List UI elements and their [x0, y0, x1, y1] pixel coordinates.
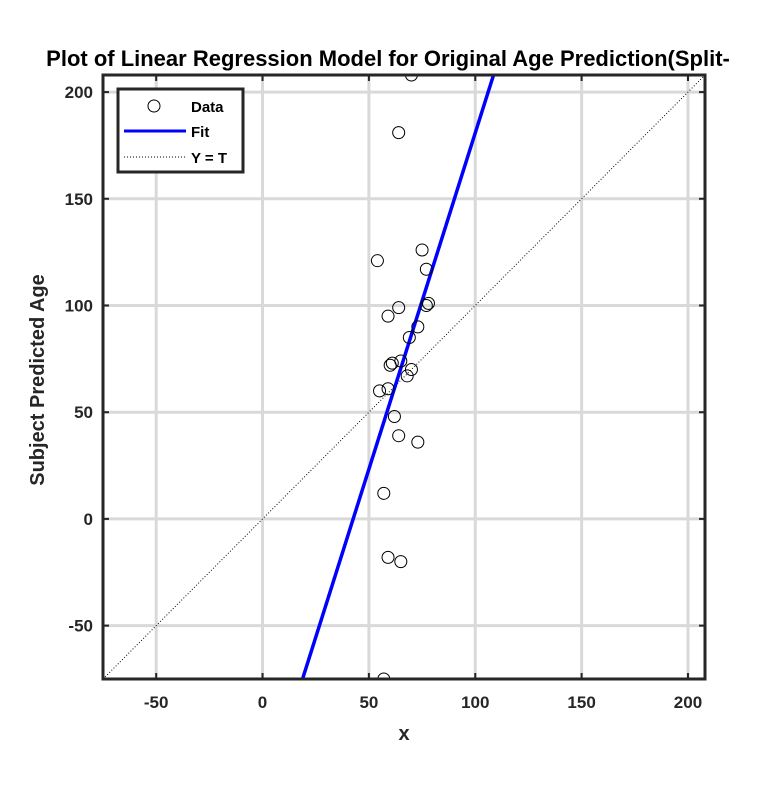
y-tick-label: 100 — [65, 297, 93, 316]
y-tick-label: 200 — [65, 83, 93, 102]
data-point — [377, 672, 391, 679]
data-point — [411, 435, 425, 449]
x-tick-label: 100 — [461, 693, 489, 712]
data-point — [392, 429, 406, 443]
data-point — [411, 320, 425, 334]
data-point — [404, 363, 418, 377]
x-tick-label: 0 — [258, 693, 267, 712]
x-tick-label: 150 — [567, 693, 595, 712]
data-point — [370, 254, 384, 268]
x-axis-title: x — [398, 723, 409, 745]
legend-label-fit: Fit — [191, 124, 209, 141]
data-point — [381, 382, 395, 396]
data-point — [415, 243, 429, 257]
legend-label-data: Data — [191, 99, 224, 116]
axis-ticks: -50 0 50 100 150 200 -50 0 50 100 150 200 — [65, 75, 705, 712]
data-point — [377, 486, 391, 500]
data-point — [392, 126, 406, 140]
data-point — [400, 369, 414, 383]
data-point — [387, 409, 401, 423]
data-point — [394, 555, 408, 569]
legend-label-yt: Y = T — [191, 150, 227, 167]
x-tick-label: 50 — [359, 693, 378, 712]
y-tick-label: 0 — [84, 510, 93, 529]
y-tick-label: 150 — [65, 190, 93, 209]
yt-reference-line — [103, 75, 705, 679]
plot-frame — [101, 73, 707, 681]
y-tick-label: -50 — [68, 617, 93, 636]
data-point — [404, 75, 418, 82]
data-point — [421, 296, 435, 310]
data-point — [419, 299, 433, 313]
x-tick-label: -50 — [144, 693, 169, 712]
y-axis-title: Subject Predicted Age — [27, 274, 49, 486]
x-tick-label: 200 — [674, 693, 702, 712]
legend: Data Fit Y = T — [116, 87, 245, 174]
data-point — [383, 358, 397, 372]
data-point — [373, 384, 387, 398]
data-point — [381, 309, 395, 323]
data-point — [392, 301, 406, 315]
data-point — [385, 356, 399, 370]
plot-area — [103, 75, 705, 679]
fit-line — [300, 75, 496, 679]
y-tick-label: 50 — [74, 403, 93, 422]
data-point — [402, 331, 416, 345]
chart-title: Plot of Linear Regression Model for Orig… — [46, 46, 730, 71]
data-point — [381, 550, 395, 564]
legend-data-marker — [147, 99, 161, 113]
data-point — [419, 262, 433, 276]
